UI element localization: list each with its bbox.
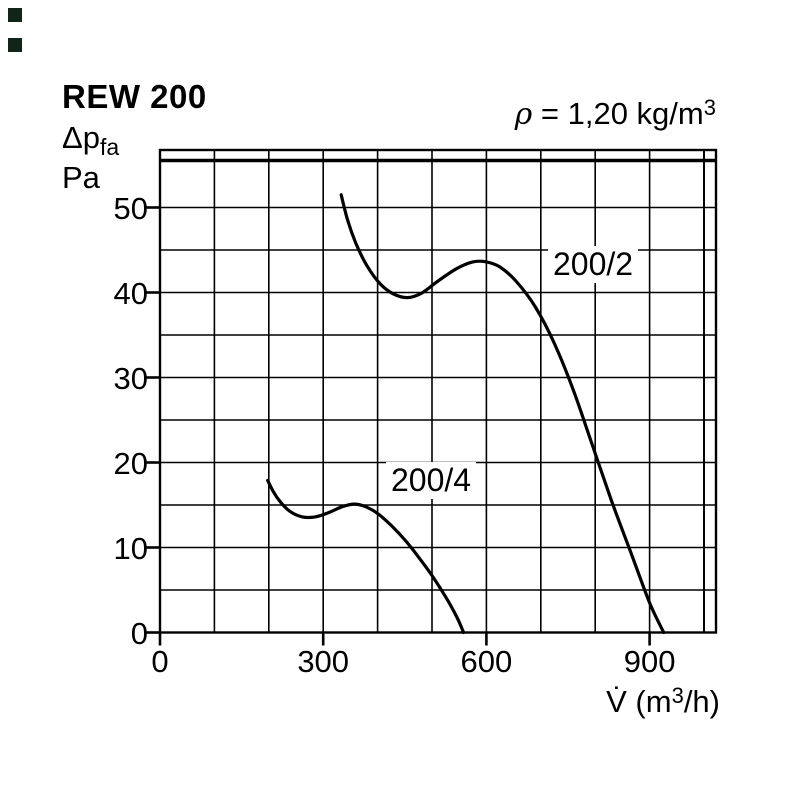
x-tick-label: 300 bbox=[297, 644, 350, 679]
y-axis-unit-label: Pa bbox=[62, 160, 100, 195]
curve-200-2 bbox=[339, 193, 666, 635]
curve-label-200-2: 200/2 bbox=[548, 246, 639, 283]
y-tick-label: 30 bbox=[113, 360, 148, 396]
y-axis-quantity-subscript: fa bbox=[99, 134, 120, 160]
corner-mark-icon bbox=[8, 38, 22, 52]
rho-symbol: ρ bbox=[514, 97, 533, 132]
x-tick-label: 600 bbox=[460, 644, 513, 679]
y-tick-label: 50 bbox=[113, 190, 148, 226]
y-tick-label: 10 bbox=[113, 530, 148, 566]
y-tick-label: 0 bbox=[130, 615, 148, 651]
page-title: REW 200 bbox=[62, 78, 207, 115]
y-tick-label: 40 bbox=[113, 275, 148, 311]
curve-label-200-4: 200/4 bbox=[386, 462, 477, 499]
x-tick-label: 0 bbox=[151, 644, 169, 679]
x-axis-label: V̇ (m3/h) bbox=[606, 683, 720, 719]
corner-mark-icon bbox=[8, 8, 22, 22]
y-axis-quantity-label: Δpfa bbox=[62, 120, 120, 160]
density-annotation: ρ = 1,20 kg/m3 bbox=[514, 95, 716, 132]
curve-200-4 bbox=[266, 478, 466, 635]
plot-frame bbox=[158, 148, 718, 634]
x-tick-label: 900 bbox=[623, 644, 676, 679]
y-tick-label: 20 bbox=[113, 445, 148, 481]
